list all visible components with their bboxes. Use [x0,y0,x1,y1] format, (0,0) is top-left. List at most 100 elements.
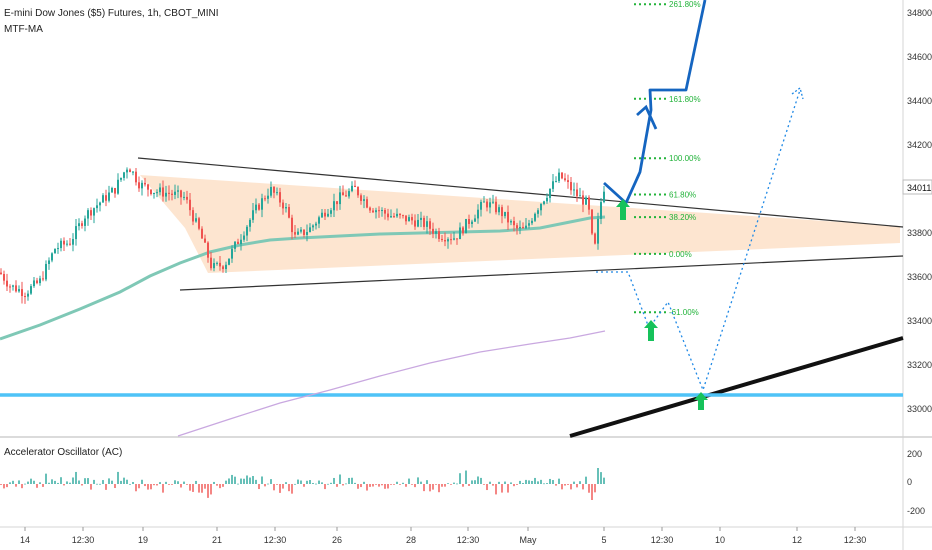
oscillator-bar [81,484,83,486]
candle-body [162,187,164,197]
oscillator-bar [252,476,254,484]
oscillator-bar [384,484,386,489]
oscillator-bar [471,480,473,484]
candle-body [258,204,260,210]
up-arrow-icon[interactable] [694,392,708,410]
oscillator-bar [504,481,506,484]
oscillator-bar [24,483,26,485]
oscillator-bar [594,484,596,493]
fibonacci-levels: 261.80% 161.80% 100.00% 61.80% 38.20% 0.00% -6… [634,0,701,317]
candle-body [387,213,389,218]
candle-body [384,209,386,214]
oscillator-bar [423,484,425,492]
candle-body [510,221,512,223]
oscillator-bar [171,484,173,485]
oscillator-bar [372,484,374,487]
time-tick-label: May [519,535,537,545]
candle-body [525,225,527,229]
candle-body [339,192,341,205]
oscillator-bar [357,484,359,489]
oscillator-bar [210,484,212,495]
oscillator-bar [96,483,98,485]
indicator-label[interactable]: MTF-MA [4,24,43,35]
oscillator-bar [531,480,533,484]
candle-body [405,215,407,222]
candle-body [603,191,605,203]
candle-body [342,192,344,196]
candle-body [69,243,71,245]
candle-body [270,186,272,196]
oscillator-bar [501,484,503,493]
candle-body [150,189,152,195]
price-tick-label: 33600 [907,272,932,282]
oscillator-bar [99,483,101,485]
oscillator-bar [426,480,428,484]
oscillator-bar [468,484,470,486]
oscillator-title[interactable]: Accelerator Oscillator (AC) [4,447,122,458]
candle-body [279,192,281,203]
oscillator-bar [87,478,89,484]
oscillator-bar [195,480,197,484]
candle-body [42,278,44,280]
candle-body [345,195,347,197]
oscillator-bar [69,482,71,484]
time-axis[interactable]: 14 12:30 19 21 12:30 26 28 12:30 May 5 12:30 10 12 12… [20,527,866,545]
candle-body [366,199,368,208]
time-tick-label: 12 [792,535,802,545]
oscillator-bar [141,479,143,484]
price-tick-label: 33000 [907,404,932,414]
candle-body [222,266,224,270]
oscillator-bar [267,483,269,485]
price-tick-label: 34600 [907,52,932,62]
alternative-path[interactable] [596,89,801,392]
candle-body [255,204,257,211]
candle-body [540,203,542,211]
candle-body [81,223,83,226]
candle-body [84,218,86,226]
price-tick-label: 34800 [907,8,932,18]
candle-body [210,257,212,269]
oscillator-bar [297,479,299,484]
oscillator-bar [399,484,401,485]
candle-body [234,241,236,249]
oscillator-bar [378,484,380,487]
up-arrow-icon[interactable] [644,320,658,341]
candle-body [12,285,14,287]
candle-body [60,240,62,249]
oscillator-bar [564,484,566,486]
up-arrow-icon[interactable] [616,199,630,220]
candle-body [240,239,242,244]
candle-body [21,289,23,297]
candle-body [414,220,416,227]
candle-body [105,195,107,201]
candle-body [468,219,470,224]
candle-body [72,239,74,245]
candle-body [543,201,545,204]
oscillator-bar [102,480,104,484]
candle-body [444,239,446,242]
long-trendline[interactable] [569,336,904,438]
candle-body [402,215,404,217]
candle-body [504,211,506,217]
oscillator-bar [183,481,185,484]
candle-body [453,238,455,240]
candle-body [582,195,584,205]
candle-body [594,233,596,244]
candle-body [168,192,170,194]
oscillator-bar [30,478,32,484]
candle-body [450,239,452,241]
triangle-lower-trendline[interactable] [179,255,904,291]
alternative-arrowhead [791,86,804,100]
candle-body [570,182,572,191]
oscillator-bar [327,483,329,485]
triangle-upper-trendline[interactable] [137,157,904,228]
oscillator-bar [204,484,206,489]
oscillator-bar [192,484,194,492]
candle-body [36,280,38,284]
candle-body [300,229,302,232]
oscillator-bar [249,477,251,484]
candle-body [408,217,410,222]
candle-body [567,180,569,183]
